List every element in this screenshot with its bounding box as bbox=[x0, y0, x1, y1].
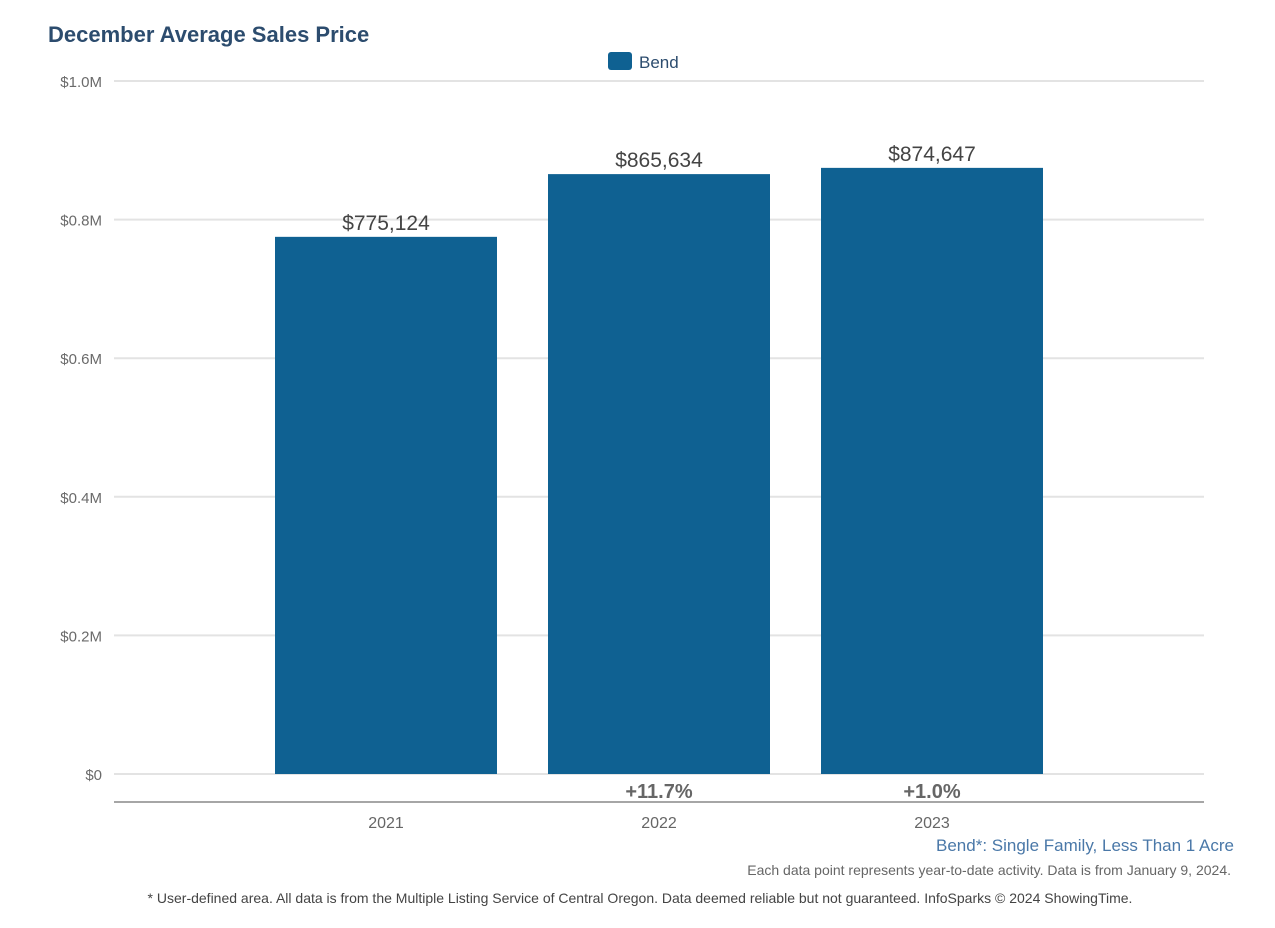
x-axis: 2021 2022 2023 bbox=[368, 815, 950, 832]
data-label-2022: $865,634 bbox=[615, 149, 703, 172]
bar-2023[interactable] bbox=[821, 167, 1043, 774]
change-label-2023: +1.0% bbox=[903, 781, 960, 803]
bar-2022[interactable] bbox=[548, 174, 770, 775]
y-tick-label: $0.6M bbox=[60, 351, 102, 368]
legend-swatch-bend bbox=[608, 52, 632, 70]
y-tick-label: $0.2M bbox=[60, 628, 102, 645]
footer-disclaimer: * User-defined area. All data is from th… bbox=[148, 890, 1133, 906]
legend-label-bend: Bend bbox=[639, 53, 679, 72]
chart-subtitle: Bend*: Single Family, Less Than 1 Acre bbox=[936, 836, 1234, 855]
legend[interactable]: Bend bbox=[608, 52, 679, 72]
y-tick-label: $0 bbox=[85, 767, 102, 784]
x-tick-label: 2023 bbox=[914, 815, 950, 832]
x-tick-label: 2021 bbox=[368, 815, 404, 832]
data-label-2023: $874,647 bbox=[888, 143, 976, 166]
chart-title: December Average Sales Price bbox=[48, 22, 369, 47]
y-tick-label: $0.8M bbox=[60, 213, 102, 230]
x-tick-label: 2022 bbox=[641, 815, 677, 832]
y-tick-label: $1.0M bbox=[60, 74, 102, 91]
bar-2021[interactable] bbox=[275, 236, 497, 775]
y-tick-label: $0.4M bbox=[60, 490, 102, 507]
bars: $775,124 $865,634 +11.7% $874,647 +1.0% bbox=[275, 143, 1043, 803]
change-label-2022: +11.7% bbox=[625, 781, 693, 803]
data-note: Each data point represents year-to-date … bbox=[747, 862, 1231, 878]
y-axis: $0 $0.2M $0.4M $0.6M $0.8M $1.0M bbox=[60, 74, 102, 784]
data-label-2021: $775,124 bbox=[342, 212, 430, 235]
